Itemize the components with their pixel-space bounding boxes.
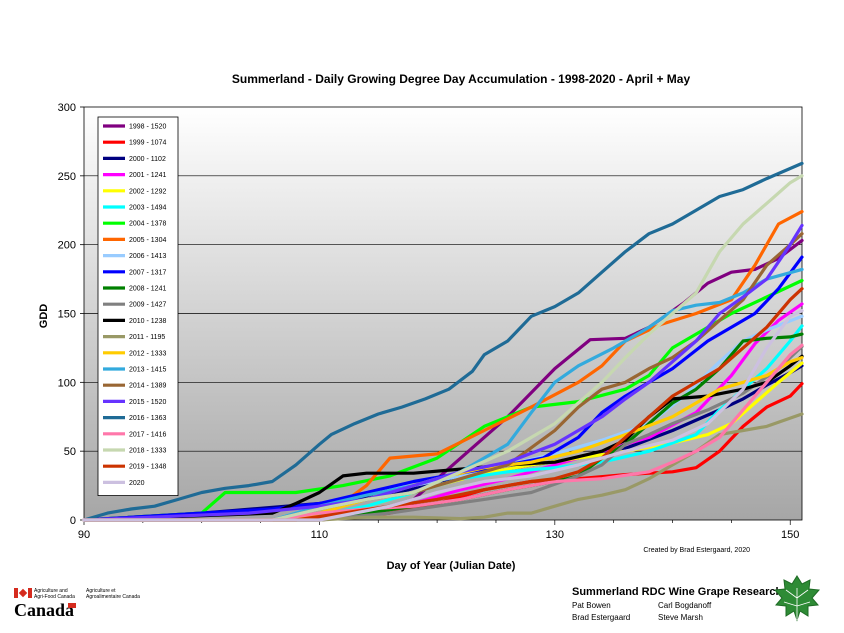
legend-label: 2009 - 1427 xyxy=(129,302,166,309)
legend-label: 2008 - 1241 xyxy=(129,286,166,293)
legend-label: 2020 xyxy=(129,480,145,487)
legend-label: 2004 - 1378 xyxy=(129,221,166,228)
series-line xyxy=(82,267,804,522)
legend-label: 2011 - 1195 xyxy=(129,334,165,341)
x-tick-label: 150 xyxy=(781,529,799,541)
legend-label: 2002 - 1292 xyxy=(129,188,166,195)
y-tick-label: 150 xyxy=(58,309,76,321)
legend-label: 2006 - 1413 xyxy=(129,253,166,260)
legend-label: 2012 - 1333 xyxy=(129,350,166,357)
x-axis-label: Day of Year (Julian Date) xyxy=(387,560,516,572)
series-line xyxy=(82,255,804,522)
legend-label: 2003 - 1494 xyxy=(129,205,166,212)
x-axis-ticks: 90 110 130 150 xyxy=(78,520,799,541)
grid-lines xyxy=(84,175,802,452)
series-line xyxy=(82,324,804,522)
y-axis-ticks: 0 50 100 150 200 250 300 xyxy=(58,102,84,527)
series-line xyxy=(82,161,804,522)
legend-label: 2001 - 1241 xyxy=(129,172,166,179)
legend-label: 2010 - 1238 xyxy=(129,318,166,325)
x-tick-label: 90 xyxy=(78,529,90,541)
series-lines xyxy=(82,161,804,522)
y-axis-label: GDD xyxy=(38,304,50,329)
legend-label: 2015 - 1520 xyxy=(129,399,166,406)
y-tick-label: 200 xyxy=(58,240,76,252)
y-tick-label: 300 xyxy=(58,102,76,114)
legend-label: 2016 - 1363 xyxy=(129,415,166,422)
legend-label: 2019 - 1348 xyxy=(129,464,166,471)
legend-label: 1999 - 1074 xyxy=(129,140,166,147)
x-tick-label: 110 xyxy=(311,529,329,541)
legend-label: 2014 - 1389 xyxy=(129,383,166,390)
legend-label: 2017 - 1416 xyxy=(129,431,166,438)
chart-title: Summerland - Daily Growing Degree Day Ac… xyxy=(232,72,691,86)
legend-label: 2000 - 1102 xyxy=(129,156,166,163)
legend-label: 2005 - 1304 xyxy=(129,237,166,244)
legend-label: 2007 - 1317 xyxy=(129,269,166,276)
credit-annotation: Created by Brad Estergaard, 2020 xyxy=(643,547,750,554)
legend-label: 1998 - 1520 xyxy=(129,124,166,131)
legend-label: 2018 - 1333 xyxy=(129,448,166,455)
series-line xyxy=(82,174,804,522)
series-line xyxy=(82,412,804,522)
y-tick-label: 0 xyxy=(70,515,76,527)
y-tick-label: 250 xyxy=(58,171,76,183)
series-line xyxy=(82,309,804,522)
x-tick-label: 130 xyxy=(546,529,564,541)
legend: 1998 - 1520 1999 - 1074 2000 - 1102 2001 - … xyxy=(97,116,179,497)
y-tick-label: 100 xyxy=(58,377,76,389)
y-tick-label: 50 xyxy=(64,446,76,458)
legend-label: 2013 - 1415 xyxy=(129,367,166,374)
